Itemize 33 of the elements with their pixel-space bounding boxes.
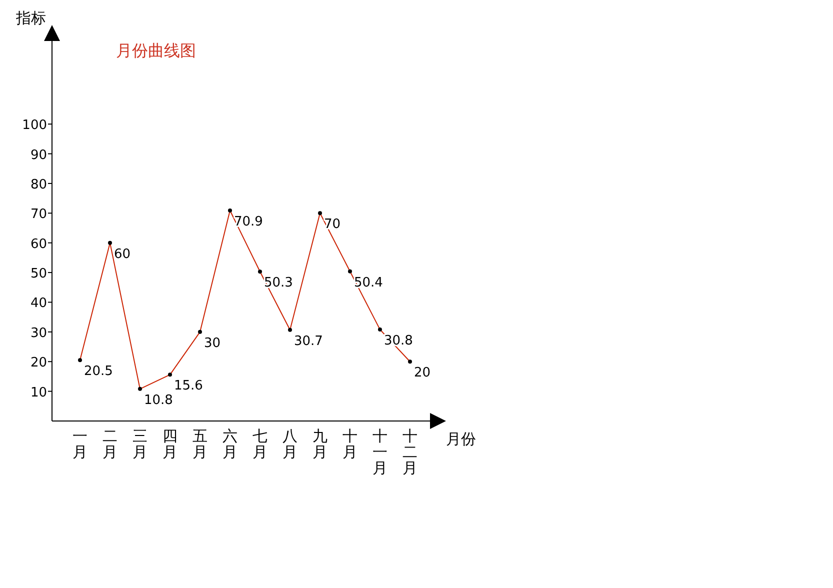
x-axis-title: 月份 — [446, 430, 476, 448]
x-tick-label: 八月 — [282, 427, 298, 461]
data-label: 20 — [414, 366, 431, 381]
x-tick-label: 九月 — [312, 427, 328, 461]
x-tick-label: 六月 — [222, 427, 238, 461]
x-tick-label: 十二月 — [402, 427, 418, 477]
y-tick-label: 60 — [30, 236, 47, 252]
y-tick-label: 100 — [22, 118, 47, 134]
data-label: 10.8 — [144, 392, 173, 408]
data-label: 15.6 — [174, 378, 203, 394]
x-tick-label: 三月 — [132, 427, 148, 461]
data-label: 30 — [204, 336, 221, 351]
chart-title: 月份曲线图 — [116, 41, 196, 60]
y-tick-label: 30 — [30, 326, 47, 341]
x-tick-label: 五月 — [192, 427, 208, 461]
data-label: 30.7 — [294, 334, 323, 349]
x-tick-label: 十月 — [342, 427, 358, 461]
data-label: 60 — [114, 246, 131, 262]
y-axis-title: 指标 — [15, 9, 46, 27]
y-tick-label: 70 — [30, 207, 47, 222]
x-tick-label: 十一月 — [372, 427, 388, 477]
y-tick-label: 80 — [30, 177, 47, 192]
y-tick-label: 40 — [30, 296, 47, 312]
x-tick-label: 一月 — [72, 427, 88, 461]
y-tick-label: 10 — [30, 385, 47, 400]
data-label: 70.9 — [234, 214, 263, 230]
y-tick-label: 90 — [30, 148, 47, 163]
x-tick-label: 二月 — [102, 427, 118, 461]
y-tick-label: 50 — [30, 266, 47, 282]
x-tick-label: 七月 — [252, 427, 268, 461]
data-label: 20.5 — [84, 364, 113, 380]
x-tick-label: 四月 — [162, 427, 178, 461]
y-tick-label: 20 — [30, 356, 47, 371]
